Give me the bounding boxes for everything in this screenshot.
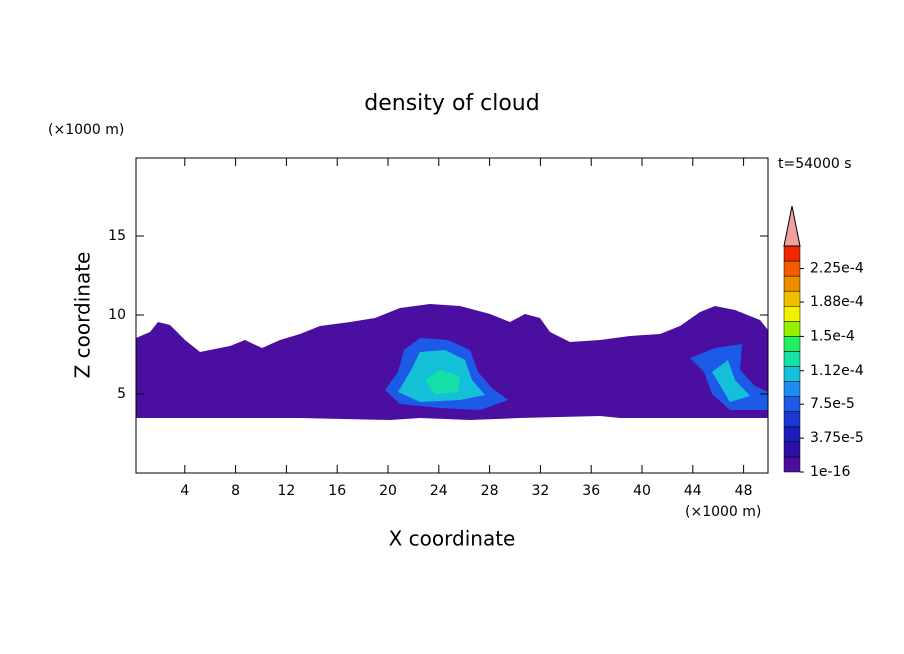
x-tick-label: 16 (328, 483, 346, 499)
x-tick-label: 20 (379, 483, 397, 499)
cloud-core-peak (425, 370, 460, 394)
colorbar-extend (783, 205, 801, 247)
y-tick-label: 5 (117, 386, 126, 402)
x-tick-label: 44 (684, 483, 702, 499)
cloud-right-inner (712, 360, 750, 402)
y-axis-title: Z coordinate (71, 252, 95, 379)
x-tick-label: 36 (582, 483, 600, 499)
colorbar-tick-label: 7.5e-5 (810, 396, 855, 412)
colorbar-band (783, 396, 801, 412)
colorbar-band (783, 306, 801, 322)
x-tick-label: 40 (633, 483, 651, 499)
y-tick-label: 10 (108, 307, 126, 323)
colorbar-band (783, 351, 801, 367)
colorbar-band (783, 290, 801, 307)
annotation: t=54000 s (778, 156, 852, 172)
x-tick-label: 4 (180, 483, 189, 499)
x-tick-label: 24 (430, 483, 448, 499)
colorbar-tick-label: 2.25e-4 (810, 261, 864, 277)
colorbar-band (783, 275, 801, 292)
colorbar-band (783, 381, 801, 397)
colorbar-band (783, 411, 801, 428)
y-tick-label: 15 (108, 228, 126, 244)
x-tick-label: 8 (231, 483, 240, 499)
colorbar-band (783, 366, 801, 382)
colorbar-band (783, 245, 801, 262)
x-tick-label: 28 (481, 483, 499, 499)
colorbar-band (783, 260, 801, 277)
x-unit: (×1000 m) (685, 504, 761, 520)
contour-field (136, 304, 768, 420)
colorbar-tick-label: 3.75e-5 (810, 430, 864, 446)
x-tick-label: 48 (735, 483, 753, 499)
colorbar-band (783, 336, 801, 352)
colorbar-band (783, 321, 801, 337)
x-axis-title: X coordinate (389, 527, 516, 551)
colorbar-tick-label: 1e-16 (810, 464, 850, 480)
colorbar-band (783, 441, 801, 458)
colorbar-tick-label: 1.12e-4 (810, 363, 864, 379)
colorbar-tick-label: 1.5e-4 (810, 328, 855, 344)
x-tick-label: 12 (277, 483, 295, 499)
colorbar-band (783, 426, 801, 443)
y-unit: (×1000 m) (48, 122, 124, 138)
colorbar-band (783, 456, 801, 473)
chart-title: density of cloud (364, 91, 539, 116)
colorbar-tick-label: 1.88e-4 (810, 294, 864, 310)
x-tick-label: 32 (531, 483, 549, 499)
